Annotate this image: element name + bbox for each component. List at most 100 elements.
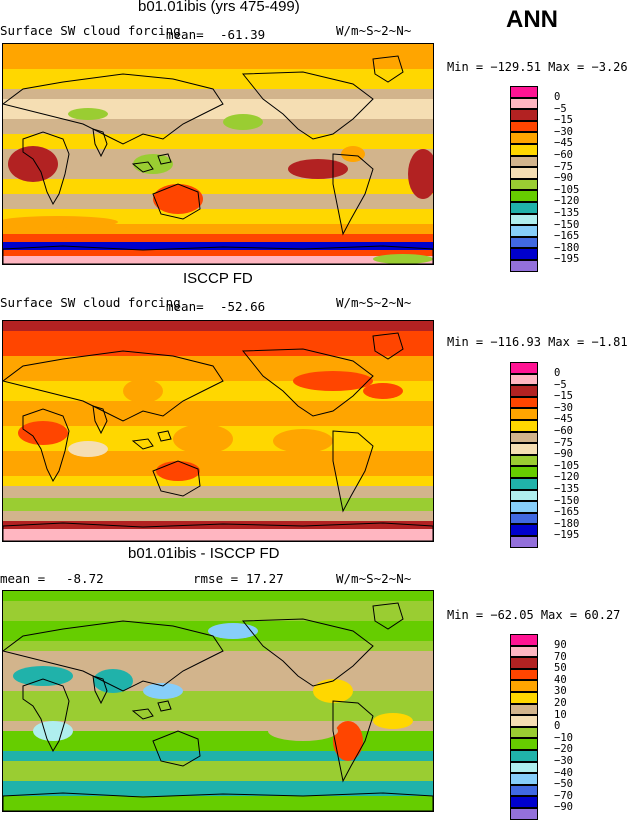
legend-level-label: −15 [554,390,573,403]
legend-level-label: −30 [554,755,573,767]
legend-swatch [510,489,538,502]
legend-swatch [510,796,538,808]
legend-level-label: −180 [554,517,580,530]
contour-region [293,371,373,391]
contour-band [3,179,433,194]
legend-swatch [510,477,538,490]
coastline [332,153,374,236]
contour-region [156,461,200,481]
legend-swatch [510,143,538,156]
coastline [22,131,70,206]
legend-swatch [510,248,538,260]
coastline [152,183,201,220]
legend-swatch [510,236,538,249]
legend-level-label: 0 [554,720,561,733]
contour-region [123,379,163,403]
contour-band [3,134,433,149]
contour-band [3,761,433,781]
contour-band [3,242,433,250]
mean-value: -61.39 [220,27,266,42]
mean-value: -52.66 [220,299,266,314]
legend-level-label: −150 [554,218,580,231]
legend-swatch [510,225,538,237]
contour-band [3,69,433,89]
contour-region [373,713,413,729]
legend-level-label: −90 [554,172,573,185]
legend-level-label: −150 [554,494,580,507]
legend-swatch [510,466,538,478]
legend-swatch [510,201,538,214]
panel-title: b01.01ibis - ISCCP FD [128,545,280,562]
legend-swatch [510,784,538,797]
season-label: ANN [506,6,558,33]
legend-swatch [510,715,538,727]
contour-region [333,721,363,761]
map-plot [2,320,434,542]
legend-level-label: −50 [554,778,573,791]
legend-level-label: −70 [554,789,573,802]
contour-band [3,641,433,651]
contour-region [288,159,348,179]
color-legend: 90 70 50 40 30 20 10 0 −10 −20 −30 −40 −50 −70 −90 [510,634,573,820]
legend-swatch [510,703,538,716]
coastline [372,602,404,630]
legend-swatch [510,213,538,226]
contour-band [3,321,433,331]
legend-level-label: 0 [554,367,561,379]
legend-swatch [510,761,538,774]
contour-band [3,194,433,209]
legend-level-label: 20 [554,697,567,709]
units-label: W/m~S~2~N~ [336,571,412,586]
legend-swatch [510,634,538,646]
legend-level-label: −135 [554,207,580,219]
legend-level-label: −165 [554,230,580,243]
legend-level-label: −10 [554,731,573,744]
legend-level-label: −20 [554,743,573,756]
legend-level-label: −195 [554,529,580,542]
minmax-label: Min = −129.51 Max = −3.26 [447,60,628,74]
legend-swatch [510,155,538,168]
legend-swatch [510,178,538,191]
contour-region [408,149,433,199]
legend-swatch [510,691,538,704]
legend-level-label: −30 [554,401,573,414]
legend-level-label: 30 [554,685,567,698]
contour-region [68,108,108,120]
contour-band [3,781,433,796]
contour-region [173,424,233,454]
legend-swatch [510,259,538,272]
coastline [241,618,374,687]
legend-level-label: −90 [554,448,573,461]
contour-region [133,154,173,174]
contour-band [3,721,433,731]
coastline [131,438,154,450]
coastline [131,161,154,173]
legend-swatch [510,419,538,432]
contour-band [3,89,433,99]
minmax-label: Min = −116.93 Max = −1.81 [447,335,628,349]
units-label: W/m~S~2~N~ [336,23,412,38]
legend-level-label: −30 [554,125,573,138]
legend-swatch [510,167,538,179]
mean-label: mean= [166,299,204,314]
legend-level-label: −120 [554,195,580,208]
contour-band [3,256,433,264]
contour-band [3,511,433,521]
contour-band [3,521,433,529]
coastline [157,700,172,712]
contour-band [3,451,433,476]
legend-level-label: −60 [554,425,573,437]
contour-region [208,623,258,639]
contour-region [8,146,58,182]
legend-level-label: −45 [554,137,573,150]
legend-swatch [510,132,538,144]
contour-region [18,421,68,445]
legend-swatch [510,431,538,444]
contour-band [3,601,433,621]
coastline [22,678,70,753]
minmax-label: Min = −62.05 Max = 60.27 [447,608,621,622]
legend-swatch [510,109,538,121]
contour-band [3,591,433,601]
contour-band [3,250,433,256]
coastline [152,730,201,767]
